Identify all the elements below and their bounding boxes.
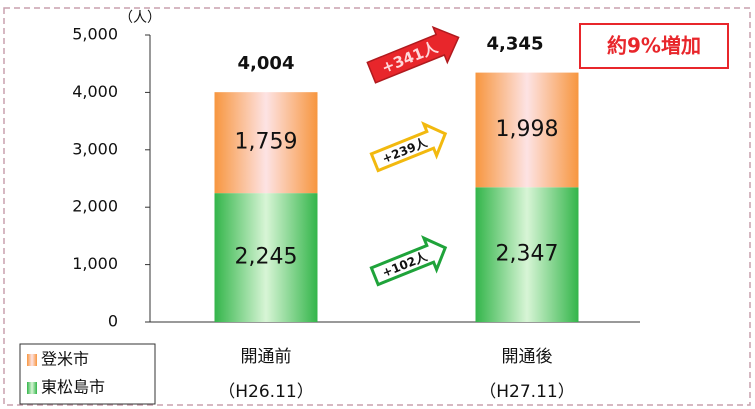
arrow-label: +341人 [379,38,441,77]
legend-swatch [27,354,37,366]
frame [3,7,751,406]
arrow: +341人 [366,25,460,84]
arrow: +102人 [369,235,448,287]
arrow-shape [369,121,448,173]
value-label: 1,998 [496,117,559,142]
y-tick-label: 3,000 [72,139,118,158]
callout-box [579,23,729,69]
total-label: 4,004 [238,53,295,74]
total-label: 4,345 [487,34,544,55]
y-tick-label: 5,000 [72,25,118,44]
value-label: 1,759 [235,130,298,155]
value-label: 2,347 [496,242,559,267]
x-tick-label: 開通前 [241,347,292,367]
bar-segment [475,187,579,322]
x-tick-sublabel: （H26.11） [218,382,313,402]
y-tick-label: 1,000 [72,254,118,273]
arrow: +239人 [369,121,448,173]
unit-label: （人） [119,10,161,26]
y-tick-label: 4,000 [72,82,118,101]
arrow-shape [369,235,448,287]
y-tick-label: 0 [108,312,118,331]
legend-label: 登米市 [41,350,89,369]
bar-segment [214,92,318,194]
arrow-shape [366,25,460,84]
bar-segment [475,72,579,188]
legend-swatch [27,382,37,394]
y-tick-label: 2,000 [72,197,118,216]
legend-box [19,343,156,405]
x-tick-sublabel: （H27.11） [479,382,574,402]
legend-label: 東松島市 [41,378,105,397]
bar-segment [214,193,318,322]
x-tick-label: 開通後 [502,347,553,367]
callout-text: 約9%増加 [607,34,701,58]
value-label: 2,245 [235,245,298,270]
